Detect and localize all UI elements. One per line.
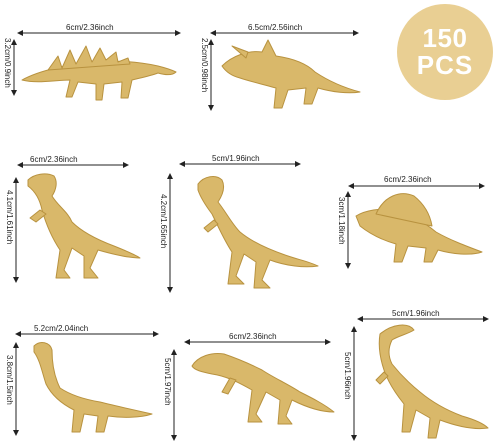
height-label-1: 3.2cm/0.9inch [3,38,12,88]
height-label-3: 4.1cm/1.61inch [5,190,14,245]
quantity-badge: 150 PCS [397,4,493,100]
stegosaurus-skeleton-toy [21,45,177,101]
width-label-3: 6cm/2.36inch [30,155,78,164]
width-label-2: 6.5cm/2.56inch [248,23,303,32]
tyrannosaurus-skeleton-toy [197,176,319,289]
dimetrodon-skeleton-toy [355,193,483,263]
width-label-7: 6cm/2.36inch [229,332,277,341]
parasaurolophus-skeleton-toy [375,324,489,439]
height-label-7: 5cm/1.97inch [163,358,172,406]
triceratops-skeleton-toy [221,39,361,109]
width-label-8: 5cm/1.96inch [392,309,440,318]
height-label-6: 3.8cm/1.5inch [5,355,14,405]
brachiosaurus-skeleton-toy [33,342,153,433]
height-label-2: 2.5cm/0.98inch [200,38,209,93]
height-label-4: 4.2cm/1.65inch [159,194,168,249]
height-label-5: 3cm/1.18inch [337,197,346,245]
height-label-8: 5cm/1.96inch [343,352,352,400]
allosaurus-skeleton-toy [191,353,335,425]
badge-count: 150 [422,23,468,53]
width-label-5: 6cm/2.36inch [384,175,432,184]
width-label-4: 5cm/1.96inch [212,154,260,163]
width-label-6: 5.2cm/2.04inch [34,324,89,333]
width-label-1: 6cm/2.36inch [66,23,114,32]
dilophosaurus-skeleton-toy [27,173,141,279]
badge-unit: PCS [416,50,474,80]
